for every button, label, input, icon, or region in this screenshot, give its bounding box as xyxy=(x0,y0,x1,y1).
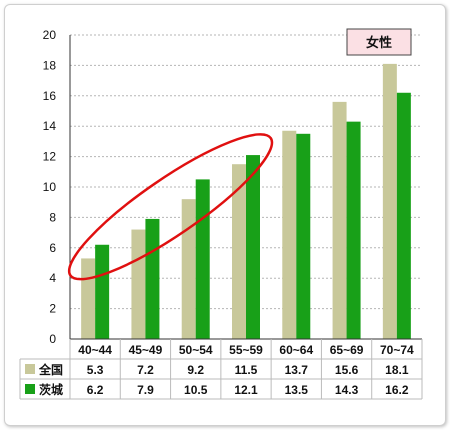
y-tick-label: 20 xyxy=(43,28,57,42)
table-cell: 7.9 xyxy=(137,383,154,397)
highlight-ellipse xyxy=(67,133,274,281)
bar-ibaraki xyxy=(95,244,110,339)
table-cell: 18.1 xyxy=(385,363,409,377)
legend-swatch xyxy=(25,384,35,394)
table-cell: 10.5 xyxy=(184,383,208,397)
x-axis-labels: 40~44 45~49 50~54 55~59 60~64 65~69 70~74 xyxy=(78,343,414,357)
x-tick-label: 60~64 xyxy=(279,343,313,357)
table-cell: 13.5 xyxy=(285,383,309,397)
y-tick-label: 16 xyxy=(43,89,57,103)
table-cell: 9.2 xyxy=(187,363,204,377)
y-tick-label: 2 xyxy=(49,302,56,316)
chart-frame xyxy=(4,4,446,426)
highlight-ellipse-shape xyxy=(67,133,274,281)
bar-national xyxy=(131,229,146,339)
y-tick-label: 8 xyxy=(49,210,56,224)
x-tick-label: 45~49 xyxy=(129,343,163,357)
y-tick-label: 14 xyxy=(43,119,57,133)
table-cell: 14.3 xyxy=(335,383,359,397)
badge-label: 女性 xyxy=(366,35,392,50)
x-tick-label: 55~59 xyxy=(229,343,263,357)
legend-swatch xyxy=(25,364,35,374)
bar-ibaraki xyxy=(246,155,260,339)
x-tick-label: 50~54 xyxy=(179,343,213,357)
y-tick-label: 6 xyxy=(49,241,56,255)
bar-ibaraki xyxy=(346,121,361,339)
y-tick-label: 4 xyxy=(49,271,56,285)
x-tick-label: 40~44 xyxy=(78,343,112,357)
y-axis-ticks: 0 2 4 6 8 10 12 14 16 18 20 xyxy=(43,28,57,346)
data-table: 全国 5.3 7.2 9.2 11.5 13.7 15.6 18.1 茨城 6.2 7.9 10.5 1… xyxy=(19,339,423,400)
y-tick-label: 10 xyxy=(43,180,57,194)
y-tick-label: 12 xyxy=(43,150,57,164)
bar-ibaraki xyxy=(396,92,411,339)
bars xyxy=(81,63,411,339)
table-cell: 6.2 xyxy=(87,383,104,397)
bar-ibaraki xyxy=(296,133,311,339)
table-cell: 16.2 xyxy=(385,383,409,397)
table-cell: 5.3 xyxy=(87,363,104,377)
bar-national xyxy=(382,63,397,339)
bar-national xyxy=(282,130,297,339)
bar-national xyxy=(181,199,196,339)
gender-badge: 女性 xyxy=(346,28,412,56)
table-cell: 7.2 xyxy=(137,363,154,377)
bar-national xyxy=(332,101,347,339)
x-tick-label: 70~74 xyxy=(380,343,414,357)
y-tick-label: 18 xyxy=(43,58,57,72)
bar-ibaraki xyxy=(195,179,210,339)
bar-national xyxy=(81,258,96,339)
y-tick-label: 0 xyxy=(49,332,56,346)
bar-ibaraki xyxy=(145,218,160,339)
x-tick-label: 65~69 xyxy=(330,343,364,357)
table-cell: 13.7 xyxy=(285,363,309,377)
bar-national xyxy=(232,164,246,339)
legend-label: 茨城 xyxy=(39,382,63,397)
table-cell: 12.1 xyxy=(234,383,258,397)
table-cell: 15.6 xyxy=(335,363,359,377)
axes xyxy=(69,35,422,340)
table-cell: 11.5 xyxy=(235,363,258,377)
legend-label: 全国 xyxy=(38,362,63,377)
